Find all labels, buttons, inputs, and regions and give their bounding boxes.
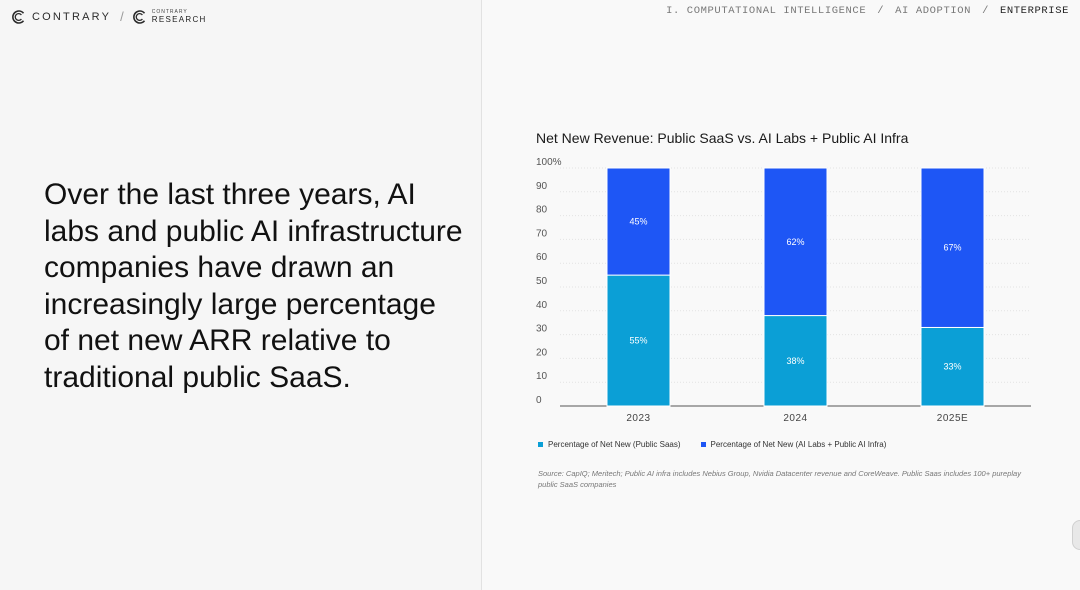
bar-segment	[606, 167, 671, 276]
legend-swatch-public-saas	[538, 442, 543, 447]
logo-separator: /	[120, 9, 124, 24]
y-tick-label: 70	[536, 228, 548, 239]
research-brand: CONTRARY RESEARCH	[151, 8, 207, 24]
data-label: 38%	[786, 356, 804, 366]
legend-item-ai-labs: Percentage of Net New (AI Labs + Public …	[700, 440, 887, 449]
breadcrumb-separator: /	[982, 5, 989, 17]
bar-segment	[920, 326, 985, 407]
bar-segment	[763, 315, 828, 407]
y-tick-label: 90	[536, 181, 548, 192]
bar-segment	[763, 167, 828, 317]
data-label: 67%	[943, 243, 961, 253]
bar-segment	[920, 167, 985, 328]
stacked-bar-chart: 0 10 20 30 40 50 60 70 80 90 100% 55% 45% 2023 38% 62% 2…	[536, 157, 1031, 424]
legend-swatch-ai-labs	[700, 442, 706, 447]
legend-item-public-saas: Percentage of Net New (Public Saas)	[538, 440, 681, 449]
data-label: 55%	[629, 336, 647, 346]
y-tick-label: 40	[536, 300, 548, 311]
source-note: Source: CapIQ; Meritech; Public AI infra…	[538, 469, 1021, 489]
y-tick-label: 80	[536, 205, 548, 216]
left-panel: CONTRARY / CONTRARY RESEARCH Over the la…	[0, 0, 482, 590]
y-tick-label: 50	[536, 276, 548, 287]
breadcrumb-separator: /	[877, 5, 885, 17]
y-tick-label: 30	[536, 324, 548, 335]
research-brand-small: CONTRARY	[151, 8, 188, 15]
data-label: 45%	[629, 217, 647, 227]
y-tick-label: 10	[536, 371, 548, 382]
breadcrumb-current: ENTERPRISE	[999, 5, 1069, 17]
breadcrumb-subsection[interactable]: AI ADOPTION	[895, 5, 972, 17]
y-tick-label: 60	[536, 252, 548, 263]
brand-name: CONTRARY	[32, 10, 112, 23]
scroll-handle[interactable]	[1072, 520, 1080, 550]
chart-title: Net New Revenue: Public SaaS vs. AI Labs…	[536, 130, 909, 146]
x-tick-label: 2025E	[937, 413, 968, 424]
x-tick-label: 2024	[783, 413, 807, 424]
y-tick-label: 20	[536, 347, 548, 358]
headline: Over the last three years, AI labs and p…	[44, 178, 463, 394]
chart-legend: Percentage of Net New (Public Saas) Perc…	[538, 440, 906, 449]
research-logo-icon	[132, 9, 145, 24]
y-tick-label: 100%	[536, 157, 562, 168]
legend-label-ai-labs: Percentage of Net New (AI Labs + Public …	[710, 440, 887, 449]
breadcrumb-section[interactable]: I. COMPUTATIONAL INTELLIGENCE	[666, 5, 867, 17]
research-brand-big: RESEARCH	[151, 14, 207, 24]
data-label: 62%	[786, 237, 804, 247]
data-label: 33%	[943, 362, 961, 372]
contrary-logo[interactable]: CONTRARY / CONTRARY RESEARCH	[12, 9, 207, 24]
y-tick-label: 0	[536, 395, 542, 406]
x-tick-label: 2023	[626, 413, 650, 424]
legend-label-public-saas: Percentage of Net New (Public Saas)	[548, 440, 681, 449]
breadcrumb: I. COMPUTATIONAL INTELLIGENCE / AI ADOPTIO…	[666, 5, 1069, 17]
contrary-logo-icon	[12, 9, 25, 24]
